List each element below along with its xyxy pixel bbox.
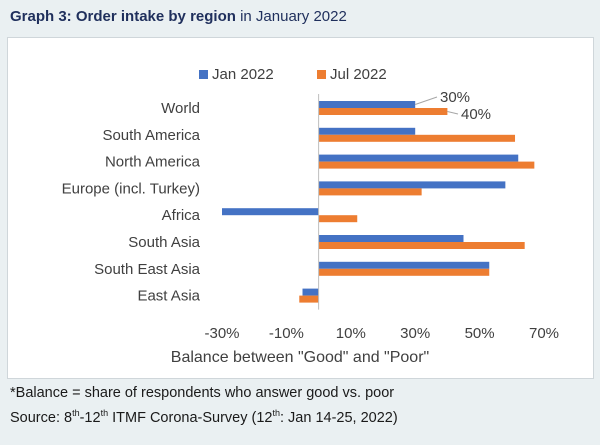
bar-jan-2022-world <box>318 101 416 108</box>
x-tick-label-10: 10% <box>336 325 366 342</box>
bar-jan-2022-south-america <box>318 127 416 135</box>
legend-label-jan-2022: Jan 2022 <box>212 66 274 83</box>
annotation-label-jan-2022: 30% <box>440 89 470 106</box>
source-sup-1: th <box>72 408 80 418</box>
source-text-4: : Jan 14-25, 2022) <box>279 409 398 426</box>
source-sup-2: th <box>100 408 109 418</box>
bar-jul-2022-south-east-asia <box>318 268 490 276</box>
category-label-europe-incl-turkey: Europe (incl. Turkey) <box>62 180 200 197</box>
category-label-south-asia: South Asia <box>128 234 200 251</box>
bar-jul-2022-south-america <box>318 134 516 142</box>
legend-swatch-jan-2022 <box>199 70 208 79</box>
footnote-source: Source: 8th-12th ITMF Corona-Survey (12t… <box>10 403 398 428</box>
chart-title-suffix: in January 2022 <box>235 8 347 25</box>
chart-title-prefix: Graph 3: <box>10 8 76 25</box>
bar-jul-2022-south-asia <box>318 242 525 249</box>
footnote: *Balance = share of respondents who answ… <box>10 383 398 428</box>
category-label-world: World <box>161 100 200 117</box>
bar-jul-2022-east-asia <box>299 295 319 303</box>
bar-jul-2022-north-america <box>318 161 535 169</box>
bar-jul-2022-world <box>318 108 448 115</box>
x-tick-label-30: 30% <box>400 325 430 342</box>
bar-jul-2022-europe-incl-turkey <box>318 188 422 196</box>
legend-label-jul-2022: Jul 2022 <box>330 66 387 83</box>
x-tick-label-70: 70% <box>529 325 559 342</box>
bar-jan-2022-europe-incl-turkey <box>318 181 506 189</box>
bar-jan-2022-africa <box>222 208 319 216</box>
source-sup-3: th <box>272 408 280 418</box>
x-tick-label-30: -30% <box>204 325 239 342</box>
category-label-north-america: North America <box>105 154 201 171</box>
source-text-3: ITMF Corona-Survey (12 <box>108 409 273 426</box>
category-label-south-america: South America <box>102 127 200 144</box>
x-tick-label-50: 50% <box>465 325 495 342</box>
legend-swatch-jul-2022 <box>317 70 326 79</box>
bar-jan-2022-south-asia <box>318 235 464 242</box>
chart-area <box>7 37 594 379</box>
chart-title-main: Order intake by region <box>75 8 236 25</box>
annotation-leader-jan-2022 <box>415 96 438 105</box>
bar-jan-2022-south-east-asia <box>318 261 490 269</box>
chart-title: Graph 3: Order intake by region in Janua… <box>10 8 347 25</box>
bar-chart: Jan 2022 Jul 2022 World South America North … <box>62 66 559 366</box>
source-text-1: Source: 8 <box>10 409 73 426</box>
annotation-label-jul-2022: 40% <box>461 106 491 123</box>
annotation-leader-jul-2022 <box>447 111 459 115</box>
bar-jan-2022-east-asia <box>302 288 319 296</box>
source-text-2: -12 <box>79 409 101 426</box>
x-axis-title: Balance between "Good" and "Poor" <box>171 349 429 366</box>
category-label-south-east-asia: South East Asia <box>94 261 201 278</box>
x-tick-label-10: -10% <box>269 325 304 342</box>
footnote-balance-note: *Balance = share of respondents who answ… <box>10 385 395 401</box>
category-label-africa: Africa <box>162 207 201 224</box>
bar-jan-2022-north-america <box>318 154 519 162</box>
bar-jul-2022-africa <box>318 215 358 223</box>
category-label-east-asia: East Asia <box>137 288 200 305</box>
